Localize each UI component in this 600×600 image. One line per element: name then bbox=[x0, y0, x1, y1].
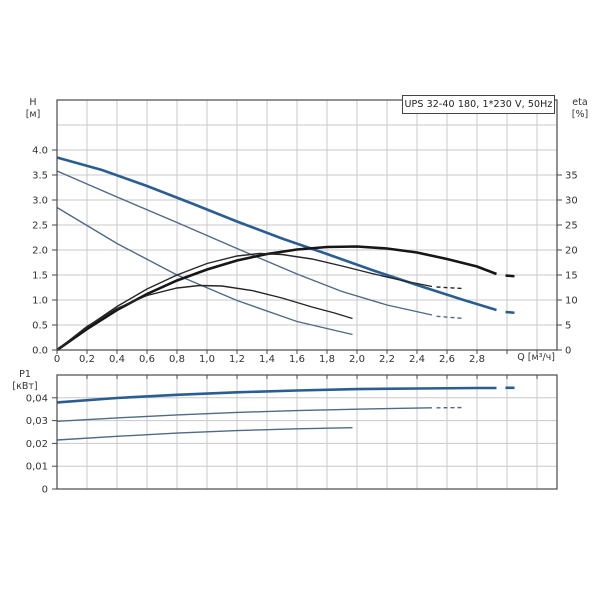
eta-axis-tick-label: 20 bbox=[565, 246, 578, 257]
eta-axis-tick-label: 15 bbox=[565, 271, 578, 282]
q-axis-tick-label: 1,4 bbox=[259, 354, 275, 365]
q-axis-tick-label: 2,6 bbox=[439, 354, 455, 365]
h-axis-tick-label: 4.0 bbox=[32, 146, 48, 157]
p1-q-curve-speed-i bbox=[56, 427, 353, 441]
eta-curve-speed-iii-dashed-tail bbox=[505, 274, 518, 278]
h-q-curve-speed-iii bbox=[56, 156, 497, 312]
h-axis-label: H [м] bbox=[18, 97, 48, 121]
q-axis-tick-label: 2,4 bbox=[409, 354, 425, 365]
p1-axis-tick-label: 0,04 bbox=[26, 393, 48, 404]
plot-frame bbox=[56, 374, 558, 490]
h-axis-tick-label: 1.0 bbox=[32, 296, 48, 307]
chart-title: UPS 32-40 180, 1*230 V, 50Hz bbox=[404, 99, 553, 110]
eta-curve-speed-ii-dashed-tail bbox=[436, 286, 463, 290]
h-axis-tick-label: 3.0 bbox=[32, 196, 48, 207]
p1-axis-tick-label: 0,02 bbox=[26, 439, 48, 450]
h-axis-tick-label: 2.0 bbox=[32, 246, 48, 257]
q-axis-tick-label: 2,0 bbox=[349, 354, 365, 365]
eta-axis-unit: [%] bbox=[571, 109, 589, 120]
q-axis-tick-label: 0 bbox=[54, 354, 60, 365]
h-axis-unit: [м] bbox=[25, 109, 41, 120]
eta-axis-symbol: eta bbox=[572, 97, 588, 108]
eta-curve-speed-i bbox=[56, 284, 353, 351]
q-axis-tick-label: 0,8 bbox=[169, 354, 185, 365]
eta-axis-tick-label: 30 bbox=[565, 196, 578, 207]
p1-axis-tick-label: 0,01 bbox=[26, 462, 48, 473]
p1-q-curve-speed-iii bbox=[56, 386, 497, 404]
eta-axis-tick-label: 5 bbox=[565, 321, 571, 332]
q-axis-tick-label: 0,6 bbox=[139, 354, 155, 365]
p1-axis-tick-label: 0,03 bbox=[26, 416, 48, 427]
q-axis-tick-label: 1,0 bbox=[199, 354, 215, 365]
q-axis-tick-label: 0,4 bbox=[109, 354, 125, 365]
eta-axis-tick-label: 10 bbox=[565, 296, 578, 307]
h-axis-tick-label: 0.0 bbox=[32, 346, 48, 357]
q-axis-tick-label: 2,2 bbox=[379, 354, 395, 365]
eta-curve-speed-iii bbox=[56, 245, 497, 352]
q-axis-tick-label: 2,8 bbox=[469, 354, 485, 365]
p1-axis-unit: [кВт] bbox=[12, 381, 38, 392]
h-axis-tick-label: 1.5 bbox=[32, 271, 48, 282]
q-axis-tick-label: 1,8 bbox=[319, 354, 335, 365]
q-axis-tick-label: 0,2 bbox=[79, 354, 95, 365]
h-axis-tick-label: 0.5 bbox=[32, 321, 48, 332]
p1-q-curve-speed-ii bbox=[56, 407, 433, 422]
h-q-curve-speed-ii-dashed-tail bbox=[436, 315, 463, 319]
h-axis-symbol: H bbox=[29, 97, 37, 108]
eta-axis-tick-label: 0 bbox=[565, 346, 571, 357]
p1-axis-label: P1 [кВт] bbox=[6, 369, 44, 393]
h-q-curve-speed-iii-dashed-tail bbox=[505, 310, 518, 315]
p1-axis-symbol: P1 bbox=[19, 369, 31, 380]
eta-axis-label: eta [%] bbox=[564, 97, 596, 121]
h-axis-tick-label: 3.5 bbox=[32, 171, 48, 182]
h-q-curve-speed-i bbox=[56, 206, 353, 336]
eta-curve-speed-ii bbox=[56, 252, 433, 351]
q-axis-tick-label: 1,2 bbox=[229, 354, 245, 365]
chart-title-box: UPS 32-40 180, 1*230 V, 50Hz bbox=[402, 95, 555, 114]
h-axis-tick-label: 2.5 bbox=[32, 221, 48, 232]
p1-axis-tick-label: 0 bbox=[42, 485, 48, 496]
h-q-curve-speed-ii bbox=[56, 170, 433, 316]
eta-axis-tick-label: 25 bbox=[565, 221, 578, 232]
q-axis-tick-label: 1,6 bbox=[289, 354, 305, 365]
q-axis-label: Q [м³/ч] bbox=[517, 352, 555, 363]
eta-axis-tick-label: 35 bbox=[565, 171, 578, 182]
